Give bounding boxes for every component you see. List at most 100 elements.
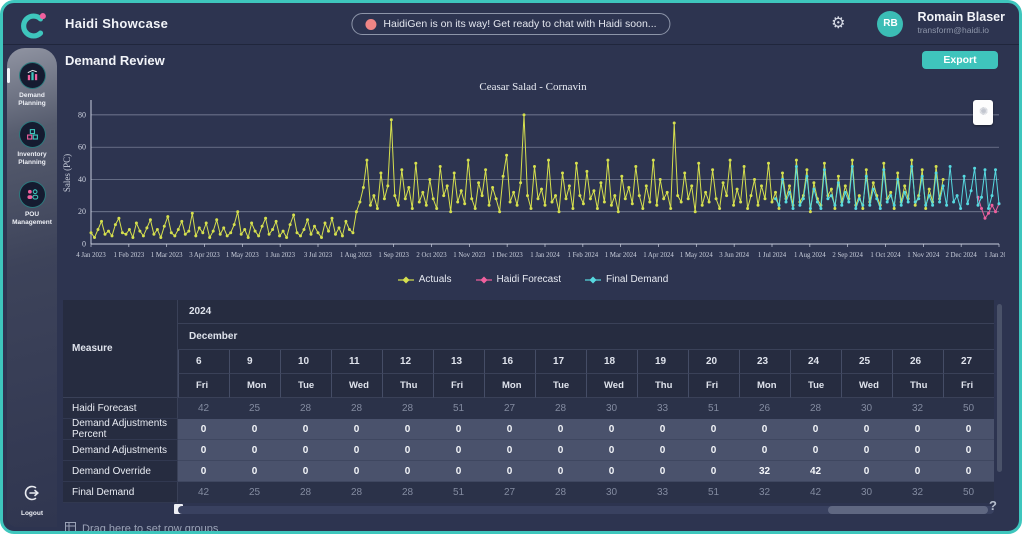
day-column-header[interactable]: 20 (688, 350, 739, 374)
haidi-logo-icon[interactable] (15, 9, 49, 43)
weekday-column-header[interactable]: Fri (943, 374, 994, 398)
weekday-column-header[interactable]: Fri (688, 374, 739, 398)
h-scrollbar-track[interactable] (178, 506, 994, 514)
legend-item-final-demand[interactable]: Final Demand (585, 274, 668, 285)
editable-value-cell[interactable]: 0 (229, 461, 280, 482)
editable-value-cell[interactable]: 0 (331, 440, 382, 461)
editable-value-cell[interactable]: 0 (841, 419, 892, 440)
editable-value-cell[interactable]: 0 (688, 440, 739, 461)
editable-value-cell[interactable]: 0 (382, 440, 433, 461)
editable-value-cell[interactable]: 0 (535, 419, 586, 440)
day-column-header[interactable]: 25 (841, 350, 892, 374)
month-group-header[interactable]: December (178, 324, 994, 350)
editable-value-cell[interactable]: 0 (892, 461, 943, 482)
legend-item-haidi-forecast[interactable]: Haidi Forecast (476, 274, 561, 285)
day-column-header[interactable]: 9 (229, 350, 280, 374)
user-meta[interactable]: Romain Blaser transform@haidi.io (917, 10, 1005, 36)
editable-value-cell[interactable]: 0 (178, 440, 229, 461)
weekday-column-header[interactable]: Mon (484, 374, 535, 398)
editable-value-cell[interactable]: 0 (535, 461, 586, 482)
weekday-column-header[interactable]: Fri (178, 374, 229, 398)
weekday-column-header[interactable]: Thu (892, 374, 943, 398)
day-column-header[interactable]: 24 (790, 350, 841, 374)
editable-value-cell[interactable]: 0 (637, 461, 688, 482)
editable-value-cell[interactable]: 0 (943, 461, 994, 482)
day-column-header[interactable]: 12 (382, 350, 433, 374)
editable-value-cell[interactable]: 0 (280, 440, 331, 461)
chart-menu-button[interactable]: ✺ (973, 100, 993, 125)
day-column-header[interactable]: 26 (892, 350, 943, 374)
day-column-header[interactable]: 23 (739, 350, 790, 374)
editable-value-cell[interactable]: 0 (943, 440, 994, 461)
chart-canvas[interactable]: 020406080Sales (PC)4 Jan 20231 Feb 20231… (61, 94, 1005, 270)
day-column-header[interactable]: 16 (484, 350, 535, 374)
year-group-header[interactable]: 2024 (178, 300, 994, 324)
editable-value-cell[interactable]: 0 (841, 461, 892, 482)
editable-value-cell[interactable]: 0 (688, 461, 739, 482)
editable-value-cell[interactable]: 0 (586, 419, 637, 440)
editable-value-cell[interactable]: 0 (586, 461, 637, 482)
day-column-header[interactable]: 27 (943, 350, 994, 374)
editable-value-cell[interactable]: 0 (892, 419, 943, 440)
editable-value-cell[interactable]: 0 (790, 440, 841, 461)
day-column-header[interactable]: 6 (178, 350, 229, 374)
weekday-column-header[interactable]: Thu (382, 374, 433, 398)
editable-value-cell[interactable]: 0 (178, 461, 229, 482)
editable-value-cell[interactable]: 0 (382, 461, 433, 482)
editable-value-cell[interactable]: 0 (637, 440, 688, 461)
row-group-drop-zone[interactable]: Drag here to set row groups (65, 522, 218, 534)
editable-value-cell[interactable]: 0 (637, 419, 688, 440)
day-column-header[interactable]: 10 (280, 350, 331, 374)
editable-value-cell[interactable]: 0 (739, 440, 790, 461)
editable-value-cell[interactable]: 0 (178, 419, 229, 440)
weekday-column-header[interactable]: Wed (331, 374, 382, 398)
editable-value-cell[interactable]: 0 (433, 440, 484, 461)
editable-value-cell[interactable]: 0 (382, 419, 433, 440)
editable-value-cell[interactable]: 0 (892, 440, 943, 461)
legend-item-actuals[interactable]: Actuals (398, 274, 452, 285)
weekday-column-header[interactable]: Fri (433, 374, 484, 398)
editable-value-cell[interactable]: 0 (739, 419, 790, 440)
day-column-header[interactable]: 17 (535, 350, 586, 374)
editable-value-cell[interactable]: 0 (484, 461, 535, 482)
editable-value-cell[interactable]: 0 (229, 440, 280, 461)
export-button[interactable]: Export (922, 51, 998, 69)
editable-value-cell[interactable]: 0 (790, 419, 841, 440)
editable-value-cell[interactable]: 42 (790, 461, 841, 482)
weekday-column-header[interactable]: Thu (637, 374, 688, 398)
editable-value-cell[interactable]: 0 (280, 461, 331, 482)
sidebar-item-pou-management[interactable]: POU Management (7, 181, 57, 227)
weekday-column-header[interactable]: Tue (790, 374, 841, 398)
sidebar-item-inventory-planning[interactable]: Inventory Planning (7, 121, 57, 167)
user-avatar[interactable]: RB (877, 11, 903, 37)
weekday-column-header[interactable]: Wed (841, 374, 892, 398)
weekday-column-header[interactable]: Mon (229, 374, 280, 398)
editable-value-cell[interactable]: 0 (484, 440, 535, 461)
day-column-header[interactable]: 18 (586, 350, 637, 374)
help-button[interactable]: ? (989, 498, 997, 513)
sidebar-item-demand-planning[interactable]: Demand Planning (7, 62, 57, 108)
editable-value-cell[interactable]: 0 (229, 419, 280, 440)
editable-value-cell[interactable]: 0 (535, 440, 586, 461)
settings-gear-icon[interactable]: ⚙ (831, 16, 845, 32)
editable-value-cell[interactable]: 0 (433, 461, 484, 482)
h-scrollbar-thumb[interactable] (828, 506, 988, 514)
editable-value-cell[interactable]: 32 (739, 461, 790, 482)
haidigen-banner[interactable]: HaidiGen is on its way! Get ready to cha… (351, 13, 670, 35)
logout-button[interactable]: Logout (7, 483, 57, 517)
editable-value-cell[interactable]: 0 (484, 419, 535, 440)
day-column-header[interactable]: 11 (331, 350, 382, 374)
editable-value-cell[interactable]: 0 (586, 440, 637, 461)
weekday-column-header[interactable]: Tue (535, 374, 586, 398)
weekday-column-header[interactable]: Mon (739, 374, 790, 398)
weekday-column-header[interactable]: Wed (586, 374, 637, 398)
weekday-column-header[interactable]: Tue (280, 374, 331, 398)
editable-value-cell[interactable]: 0 (688, 419, 739, 440)
editable-value-cell[interactable]: 0 (943, 419, 994, 440)
editable-value-cell[interactable]: 0 (331, 461, 382, 482)
v-scrollbar-thumb[interactable] (997, 304, 1002, 472)
editable-value-cell[interactable]: 0 (433, 419, 484, 440)
editable-value-cell[interactable]: 0 (841, 440, 892, 461)
editable-value-cell[interactable]: 0 (280, 419, 331, 440)
day-column-header[interactable]: 19 (637, 350, 688, 374)
